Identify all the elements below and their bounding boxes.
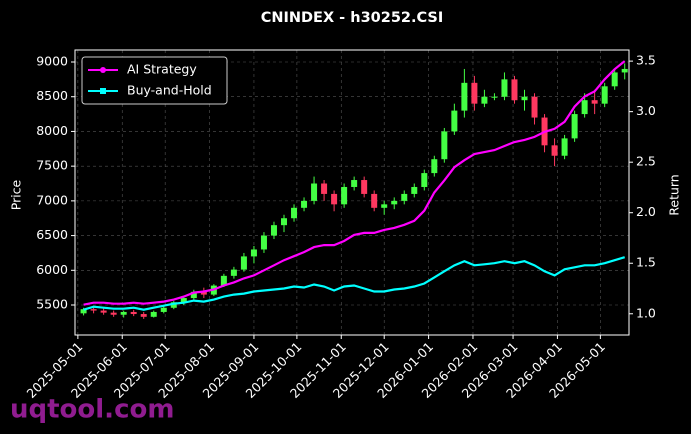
y2-tick-label: 1.0 <box>636 305 656 320</box>
candle-body <box>621 68 628 73</box>
candle-body <box>581 100 588 115</box>
candle-body <box>281 218 288 226</box>
y-axis-label: Price <box>9 179 24 210</box>
candle-body <box>291 207 298 219</box>
y2-tick-label: 3.0 <box>636 103 656 118</box>
candle-body <box>100 310 107 313</box>
candle-body <box>90 309 97 311</box>
candle-body <box>521 96 528 101</box>
candle-body <box>170 302 177 308</box>
return-line <box>83 60 626 306</box>
candle-body <box>381 204 388 208</box>
candle-body <box>511 79 518 101</box>
candle-body <box>120 311 127 315</box>
y-tick-label: 7000 <box>36 192 68 207</box>
candle-body <box>351 180 358 187</box>
return-line <box>83 256 626 311</box>
legend-box <box>81 56 228 105</box>
y2-tick-label: 3.5 <box>636 53 656 68</box>
candle-body <box>250 249 257 257</box>
plot-frame <box>74 49 630 336</box>
candle-body <box>301 200 308 208</box>
candle-body <box>160 307 167 312</box>
candle-body <box>270 225 277 236</box>
chart-title: CNINDEX - h30252.CSI <box>261 10 444 26</box>
candle-body <box>441 131 448 160</box>
y-tick-label: 5500 <box>36 297 68 312</box>
candle-body <box>491 96 498 98</box>
candle-body <box>371 193 378 208</box>
candle-body <box>140 314 147 317</box>
candle-body <box>471 82 478 104</box>
legend-marker <box>100 67 106 73</box>
candle-body <box>601 86 608 104</box>
legend-marker <box>100 88 106 94</box>
candle-body <box>361 180 368 194</box>
candle-body <box>391 200 398 205</box>
candle-body <box>411 186 418 194</box>
candle-body <box>461 82 468 111</box>
y-tick-label: 9000 <box>36 54 68 69</box>
candle-body <box>110 312 117 315</box>
candle-body <box>80 309 87 314</box>
candle-body <box>531 96 538 118</box>
y-tick-label: 6500 <box>36 227 68 242</box>
candle-body <box>561 138 568 156</box>
candle-body <box>200 291 207 295</box>
y2-tick-label: 2.5 <box>636 154 656 169</box>
candle-body <box>451 110 458 132</box>
y2-tick-label: 1.5 <box>636 255 656 270</box>
candle-body <box>321 183 328 194</box>
candle-body <box>260 235 267 250</box>
candle-body <box>220 275 227 286</box>
candle-body <box>501 79 508 97</box>
y-tick-label: 6000 <box>36 262 68 277</box>
candle-body <box>591 100 598 104</box>
candle-body <box>421 173 428 187</box>
candle-body <box>401 193 408 201</box>
candle-body <box>130 311 137 315</box>
y2-axis-label: Return <box>667 174 682 215</box>
candle-body <box>551 145 558 156</box>
watermark: uqtool.com <box>10 395 174 425</box>
candle-body <box>230 269 237 276</box>
legend-label: AI Strategy <box>127 62 197 77</box>
legend-label: Buy-and-Hold <box>127 83 212 98</box>
candle-body <box>311 183 318 201</box>
y-tick-label: 8000 <box>36 123 68 138</box>
candle-body <box>180 298 187 303</box>
candle-body <box>481 96 488 104</box>
candle-body <box>611 72 618 87</box>
y2-tick-label: 2.0 <box>636 204 656 219</box>
candle-body <box>571 114 578 139</box>
legend: AI Strategy Buy-and-Hold <box>81 56 228 105</box>
y-tick-label: 7500 <box>36 158 68 173</box>
candle-body <box>150 311 157 317</box>
candle-body <box>431 159 438 174</box>
y-tick-label: 8500 <box>36 88 68 103</box>
candle-body <box>331 193 338 205</box>
candle-body <box>190 291 197 299</box>
candle-body <box>240 256 247 270</box>
candle-body <box>341 186 348 205</box>
